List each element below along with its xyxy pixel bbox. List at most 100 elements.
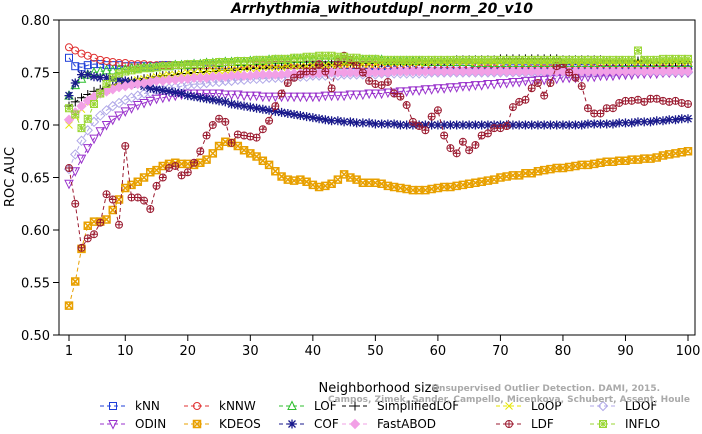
data-point-ldof [76, 135, 87, 146]
data-point-ldf [433, 106, 442, 115]
data-point-inflo [627, 55, 636, 64]
data-point-ldf [252, 133, 261, 142]
data-point-loop [65, 121, 73, 129]
data-point-ldof [101, 105, 112, 116]
data-point-loop [277, 63, 286, 72]
data-point-loop [271, 63, 280, 72]
y-tick-label: 0.80 [21, 14, 50, 29]
data-point-ldf [565, 68, 574, 77]
data-point-inflo [108, 73, 117, 82]
data-point-ldf [158, 173, 167, 182]
data-point-loop [246, 64, 255, 73]
data-point-cof [77, 70, 87, 80]
data-point-odin [64, 179, 74, 190]
data-point-cof [589, 119, 599, 129]
data-point-loop [258, 63, 267, 72]
data-point-ldf [308, 67, 317, 76]
x-tick-label: 30 [242, 344, 259, 359]
data-point-inflo [177, 61, 186, 70]
data-point-inflo [102, 80, 111, 89]
data-point-ldf [427, 112, 436, 121]
y-tick-label: 0.55 [21, 277, 50, 292]
data-point-odin [395, 87, 406, 98]
data-point-odin [195, 89, 206, 100]
data-point-loop [221, 66, 230, 75]
data-point-odin [233, 90, 243, 101]
data-point-loop [265, 63, 273, 72]
data-point-odin [301, 92, 312, 103]
data-point-odin [370, 89, 381, 100]
data-point-odin [220, 90, 231, 101]
y-tick-label: 0.75 [21, 67, 50, 82]
data-point-ldf [108, 195, 117, 204]
legend-label-knnw: kNNW [219, 399, 256, 413]
data-point-ldf [315, 60, 324, 69]
y-tick-label: 0.70 [21, 119, 50, 134]
legend-item-odin: ODIN [100, 417, 166, 431]
legend-item-simplifiedlof: SimplifiedLOF [342, 399, 459, 413]
data-point-cof [202, 94, 212, 104]
data-point-inflo [633, 46, 642, 55]
data-point-ldf [321, 67, 330, 76]
data-point-cof [189, 92, 199, 102]
data-point-simplifiedlof [70, 97, 80, 107]
legend-label-knn: kNN [135, 399, 160, 413]
legend-item-loop: LoOP [496, 399, 562, 413]
y-tick-label: 0.60 [21, 224, 50, 239]
legend-marker-inflo [599, 420, 607, 428]
x-tick-label: 90 [617, 344, 634, 359]
data-point-ldf [152, 181, 161, 190]
data-point-cof [145, 83, 155, 93]
data-point-odin [151, 94, 162, 105]
data-point-ldf [90, 230, 99, 239]
data-point-cof [339, 117, 349, 127]
data-point-odin [433, 84, 443, 94]
data-point-cof [389, 119, 399, 129]
legend-marker-loop [505, 402, 513, 410]
data-point-kdeos [208, 149, 218, 158]
data-point-odin [76, 154, 87, 165]
data-point-odin [508, 77, 518, 88]
data-point-inflo [146, 64, 155, 73]
legend-label-lof: LOF [314, 399, 337, 413]
data-point-odin [451, 83, 462, 93]
data-point-ldf [452, 149, 461, 158]
data-point-inflo [246, 56, 255, 65]
data-point-odin [107, 115, 118, 126]
data-point-cof [620, 118, 630, 128]
data-point-loop [196, 67, 205, 76]
data-point-cof [670, 115, 680, 125]
legend-marker-knnw [193, 402, 201, 410]
data-point-inflo [127, 66, 136, 75]
data-point-kdeos [64, 301, 74, 310]
data-point-odin [145, 96, 156, 107]
data-point-cof [383, 119, 393, 129]
data-point-cof [289, 110, 299, 119]
data-point-kdeos [683, 147, 693, 156]
data-point-odin [439, 84, 449, 94]
data-point-odin [101, 121, 112, 131]
data-point-cof [233, 100, 243, 110]
data-point-ldf [684, 100, 693, 108]
data-point-ldf [527, 84, 536, 93]
data-point-loop [252, 64, 261, 73]
data-point-cof [577, 120, 587, 130]
data-point-cof [164, 86, 174, 96]
data-point-ldf [415, 122, 424, 131]
data-point-cof [683, 114, 693, 124]
data-point-ldf [583, 104, 592, 113]
data-point-odin [333, 91, 343, 102]
data-point-ldf [115, 220, 124, 229]
data-point-ldf [577, 82, 586, 91]
legend-label-simplifiedlof: SimplifiedLOF [377, 399, 459, 413]
legend-label-cof: COF [314, 417, 339, 431]
data-point-cof [652, 116, 662, 126]
data-point-ldof [195, 78, 206, 90]
data-point-cof [245, 102, 255, 112]
data-point-ldf [227, 138, 236, 147]
legend-marker-fastabod [349, 418, 361, 430]
data-point-ldf [596, 109, 605, 118]
legend-label-kdeos: KDEOS [219, 417, 261, 431]
data-point-odin [139, 98, 149, 109]
data-point-loop [240, 64, 248, 73]
